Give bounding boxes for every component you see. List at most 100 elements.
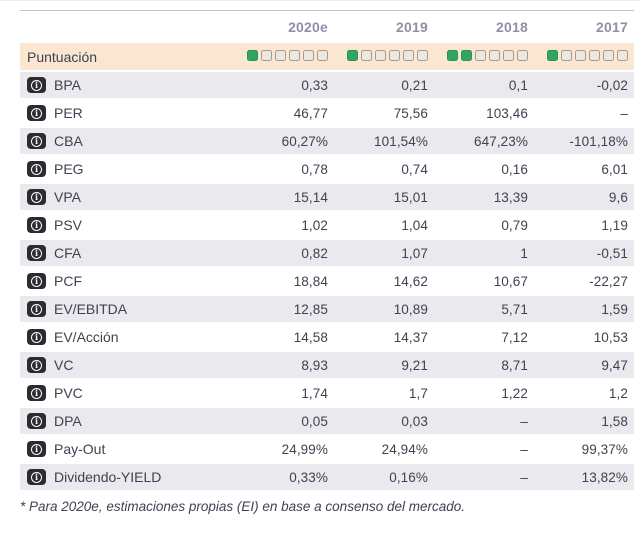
footnote: * Para 2020e, estimaciones propias (EI) … bbox=[20, 499, 466, 514]
metric-label: CBA bbox=[54, 133, 83, 149]
table-row: i VC 8,93 9,21 8,71 9,47 bbox=[20, 352, 634, 378]
score-row: Puntuación bbox=[20, 43, 634, 70]
metric-label: DPA bbox=[54, 413, 82, 429]
rating-square-empty bbox=[261, 50, 272, 61]
value-cell: 0,21 bbox=[401, 77, 428, 93]
rating-square-empty bbox=[417, 50, 428, 61]
value-cell: 1,7 bbox=[408, 385, 428, 401]
rating-square-empty bbox=[361, 50, 372, 61]
value-cell: -101,18% bbox=[569, 133, 628, 149]
rating-square-empty bbox=[589, 50, 600, 61]
value-cell: 14,62 bbox=[393, 273, 428, 289]
rating-square-empty bbox=[317, 50, 328, 61]
value-cell: 10,53 bbox=[593, 329, 628, 345]
rating-square-empty bbox=[517, 50, 528, 61]
rating-squares-2018 bbox=[447, 50, 528, 61]
info-icon[interactable]: i bbox=[27, 273, 46, 289]
rating-squares-2017 bbox=[547, 50, 628, 61]
table-row: i CBA 60,27% 101,54% 647,23% -101,18% bbox=[20, 128, 634, 154]
metric-label: VPA bbox=[54, 189, 81, 205]
value-cell: 1,74 bbox=[301, 385, 328, 401]
info-icon[interactable]: i bbox=[27, 133, 46, 149]
value-cell: 14,37 bbox=[393, 329, 428, 345]
value-cell: 46,77 bbox=[293, 105, 328, 121]
value-cell: – bbox=[520, 469, 528, 485]
value-cell: 1,2 bbox=[608, 385, 628, 401]
column-header-2018: 2018 bbox=[496, 19, 528, 35]
value-cell: 0,16% bbox=[389, 469, 428, 485]
rating-square-empty bbox=[561, 50, 572, 61]
rating-square-empty bbox=[389, 50, 400, 61]
rating-squares-2020e bbox=[247, 50, 328, 61]
value-cell: 7,12 bbox=[501, 329, 528, 345]
value-cell: 8,93 bbox=[301, 357, 328, 373]
info-icon[interactable]: i bbox=[27, 441, 46, 457]
rating-square-empty bbox=[603, 50, 614, 61]
value-cell: 0,16 bbox=[501, 161, 528, 177]
info-icon[interactable]: i bbox=[27, 385, 46, 401]
info-icon[interactable]: i bbox=[27, 469, 46, 485]
metric-label: EV/EBITDA bbox=[54, 301, 128, 317]
value-cell: 14,58 bbox=[293, 329, 328, 345]
metric-label: Dividendo-YIELD bbox=[54, 469, 162, 485]
value-cell: 15,14 bbox=[293, 189, 328, 205]
info-icon[interactable]: i bbox=[27, 105, 46, 121]
value-cell: 1,07 bbox=[401, 245, 428, 261]
rating-square-empty bbox=[303, 50, 314, 61]
value-cell: 1,19 bbox=[601, 217, 628, 233]
metric-label: VC bbox=[54, 357, 74, 373]
table-row: i EV/EBITDA 12,85 10,89 5,71 1,59 bbox=[20, 296, 634, 322]
table-row: i PER 46,77 75,56 103,46 – bbox=[20, 100, 634, 126]
value-cell: 1,59 bbox=[601, 301, 628, 317]
metric-label: PSV bbox=[54, 217, 83, 233]
info-icon[interactable]: i bbox=[27, 245, 46, 261]
value-cell: 0,05 bbox=[301, 413, 328, 429]
metric-label: PEG bbox=[54, 161, 84, 177]
rating-square-empty bbox=[617, 50, 628, 61]
info-icon[interactable]: i bbox=[27, 413, 46, 429]
rating-square-empty bbox=[289, 50, 300, 61]
value-cell: – bbox=[620, 105, 628, 121]
value-cell: 1 bbox=[520, 245, 528, 261]
value-cell: 0,33% bbox=[289, 469, 328, 485]
metric-label: BPA bbox=[54, 77, 81, 93]
value-cell: 13,82% bbox=[581, 469, 628, 485]
table-header-row: 2020e 2019 2018 2017 bbox=[20, 11, 634, 43]
rating-square-filled bbox=[547, 50, 558, 61]
value-cell: – bbox=[520, 413, 528, 429]
table-row: i EV/Acción 14,58 14,37 7,12 10,53 bbox=[20, 324, 634, 350]
value-cell: 1,02 bbox=[301, 217, 328, 233]
value-cell: 0,78 bbox=[301, 161, 328, 177]
value-cell: 10,89 bbox=[393, 301, 428, 317]
table-row: i PSV 1,02 1,04 0,79 1,19 bbox=[20, 212, 634, 238]
metric-label: PVC bbox=[54, 385, 83, 401]
value-cell: 101,54% bbox=[374, 133, 428, 149]
value-cell: 8,71 bbox=[501, 357, 528, 373]
info-icon[interactable]: i bbox=[27, 189, 46, 205]
value-cell: -22,27 bbox=[589, 273, 628, 289]
info-icon[interactable]: i bbox=[27, 357, 46, 373]
page-divider bbox=[0, 0, 640, 1]
table-row: i PCF 18,84 14,62 10,67 -22,27 bbox=[20, 268, 634, 294]
info-icon[interactable]: i bbox=[27, 161, 46, 177]
value-cell: 60,27% bbox=[281, 133, 328, 149]
column-header-2017: 2017 bbox=[596, 19, 628, 35]
value-cell: 9,47 bbox=[601, 357, 628, 373]
value-cell: – bbox=[520, 441, 528, 457]
info-icon[interactable]: i bbox=[27, 329, 46, 345]
value-cell: 0,82 bbox=[301, 245, 328, 261]
table-row: i PEG 0,78 0,74 0,16 6,01 bbox=[20, 156, 634, 182]
value-cell: 5,71 bbox=[501, 301, 528, 317]
metric-label: Pay-Out bbox=[54, 441, 106, 457]
table-row: i BPA 0,33 0,21 0,1 -0,02 bbox=[20, 72, 634, 98]
rating-squares-2019 bbox=[347, 50, 428, 61]
info-icon[interactable]: i bbox=[27, 77, 46, 93]
info-icon[interactable]: i bbox=[27, 217, 46, 233]
value-cell: 1,04 bbox=[401, 217, 428, 233]
table-row: i CFA 0,82 1,07 1 -0,51 bbox=[20, 240, 634, 266]
value-cell: 24,99% bbox=[281, 441, 328, 457]
value-cell: 18,84 bbox=[293, 273, 328, 289]
rating-square-empty bbox=[275, 50, 286, 61]
info-icon[interactable]: i bbox=[27, 301, 46, 317]
value-cell: 103,46 bbox=[486, 105, 528, 121]
